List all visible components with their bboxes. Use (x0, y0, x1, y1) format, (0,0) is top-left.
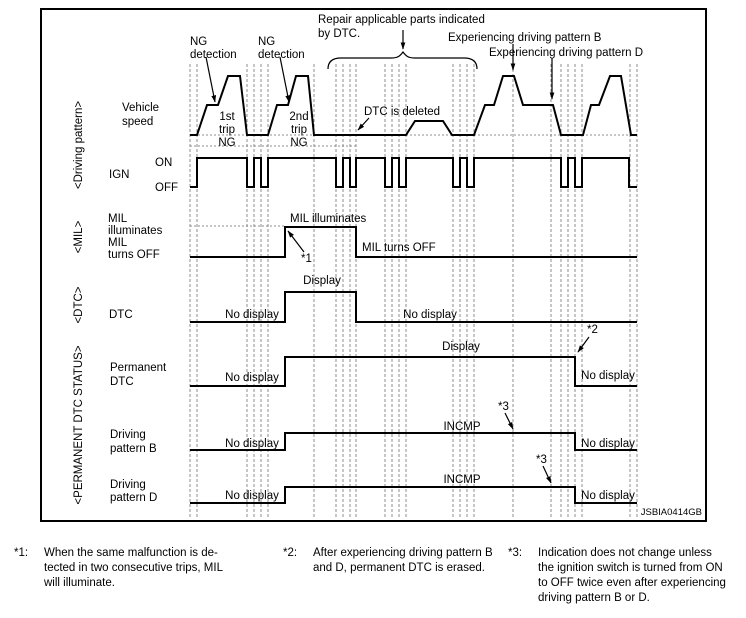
svg-text:Driving: Driving (110, 429, 146, 441)
footnote-1: *1: When the same malfunction is de- tec… (14, 546, 264, 591)
dtc-display-label: Display (303, 275, 341, 287)
pattern-b-nodisplay-right-label: No display (581, 438, 635, 450)
footnote-1-marker: *1: (14, 547, 29, 559)
svg-text:speed: speed (122, 116, 153, 128)
ign-on-label: ON (155, 157, 172, 169)
svg-text:Vehicle: Vehicle (122, 102, 159, 114)
svg-text:NG: NG (290, 137, 307, 149)
svg-text:2nd: 2nd (289, 111, 308, 123)
footnote-2-marker: *2: (283, 547, 298, 559)
svg-text:detection: detection (190, 49, 237, 61)
event-gridlines (189, 64, 638, 517)
group-driving-pattern-label: <Driving pattern> (73, 101, 85, 189)
mil-turns-off-annotation: MIL turns OFF (362, 242, 436, 254)
svg-text:trip: trip (291, 124, 307, 136)
trip2-caption: 2nd trip NG (289, 111, 308, 149)
ref2-arrow (577, 336, 590, 353)
trip1-caption: 1st trip NG (218, 111, 235, 149)
permanent-dtc-trace (190, 356, 637, 387)
footnote-3-line: driving pattern B or D. (538, 592, 650, 604)
svg-text:MIL: MIL (108, 237, 128, 249)
vehicle-speed-trace (190, 75, 637, 136)
pattern-d-nodisplay-right-label: No display (581, 490, 635, 502)
svg-text:by DTC.: by DTC. (318, 28, 360, 40)
experiencing-b-label: Experiencing driving pattern B (448, 32, 602, 44)
mil-illuminates-annotation: MIL illuminates (290, 213, 367, 225)
footnote-2: *2: After experiencing driving pattern B… (283, 546, 498, 576)
svg-text:illuminates: illuminates (108, 225, 163, 237)
svg-text:pattern D: pattern D (110, 492, 157, 504)
pattern-d-trace (190, 486, 637, 504)
footnote-3-line: to OFF twice even after experiencing (538, 577, 726, 589)
svg-text:detection: detection (258, 49, 305, 61)
svg-text:MIL: MIL (108, 213, 128, 225)
dtc-nodisplay-left-label: No display (225, 309, 279, 321)
footnote-1-line: When the same malfunction is de- (44, 547, 218, 559)
ng2-arrow (279, 56, 291, 103)
ref1-marker: *1 (301, 253, 312, 265)
mil-row-label: MIL illuminates MIL turns OFF (108, 213, 163, 261)
footnote-3-marker: *3: (508, 547, 523, 559)
ign-off-label: OFF (155, 182, 178, 194)
dtc-trace (190, 291, 637, 323)
ref3-b-marker: *3 (498, 401, 509, 413)
group-permanent-dtc-status-label: <PERMANENT DTC STATUS> (73, 345, 85, 504)
perm-nodisplay-right-label: No display (581, 370, 635, 382)
footnote-2-line: After experiencing driving pattern B (313, 547, 493, 559)
svg-text:NG: NG (258, 36, 275, 48)
svg-text:pattern B: pattern B (110, 443, 157, 455)
perm-nodisplay-left-label: No display (225, 372, 279, 384)
svg-text:trip: trip (219, 124, 235, 136)
svg-text:1st: 1st (219, 111, 235, 123)
dtc-row-label: DTC (109, 309, 133, 321)
svg-text:Driving: Driving (110, 479, 146, 491)
ref3-d-arrow (542, 465, 552, 484)
group-mil-label: <MIL> (73, 220, 85, 253)
ref3-d-marker: *3 (536, 454, 547, 466)
pattern-b-row-label: Driving pattern B (110, 429, 157, 455)
pattern-b-nodisplay-left-label: No display (225, 438, 279, 450)
vehicle-speed-label: Vehicle speed (122, 102, 159, 128)
footnote-1-line: tected in two consecutive trips, MIL (44, 562, 223, 574)
svg-text:turns OFF: turns OFF (108, 249, 160, 261)
figure-code-watermark: JSBIA0414GB (641, 507, 702, 518)
ref2-marker: *2 (587, 324, 598, 336)
ign-label: IGN (109, 169, 129, 181)
dtc-deleted-arrow (357, 117, 370, 131)
mil-trace (190, 226, 637, 258)
dtc-deleted-label: DTC is deleted (364, 106, 440, 118)
footnote-3-line: the ignition switch is turned from ON (538, 562, 723, 574)
footnote-2-line: and D, permanent DTC is erased. (313, 562, 485, 574)
figure-border (40, 8, 707, 522)
perm-display-label: Display (442, 341, 480, 353)
ng-detection-1-label: NG detection (190, 36, 237, 61)
footnote-1-line: will illuminate. (44, 577, 115, 589)
ref3-b-arrow (504, 412, 514, 430)
pattern-b-trace (190, 432, 637, 451)
repair-parts-label: Repair applicable parts indicated by DTC… (318, 14, 485, 40)
experiencing-d-label: Experiencing driving pattern D (489, 47, 643, 59)
repair-range-brace (327, 51, 478, 70)
pattern-d-nodisplay-left-label: No display (225, 490, 279, 502)
footnote-3-line: Indication does not change unless (538, 547, 712, 559)
group-dtc-label: <DTC> (73, 286, 85, 323)
svg-text:NG: NG (218, 137, 235, 149)
ign-trace (190, 157, 637, 188)
footnote-3: *3: Indication does not change unless th… (508, 546, 738, 606)
svg-text:NG: NG (190, 36, 207, 48)
svg-text:Permanent: Permanent (110, 362, 167, 374)
permanent-dtc-row-label: Permanent DTC (110, 362, 167, 388)
pattern-d-incmp-label: INCMP (443, 474, 480, 486)
pattern-b-incmp-label: INCMP (443, 421, 480, 433)
svg-text:DTC: DTC (110, 376, 134, 388)
svg-text:Repair applicable parts indica: Repair applicable parts indicated (318, 14, 485, 26)
ng-detection-2-label: NG detection (258, 36, 305, 61)
dtc-nodisplay-right-label: No display (403, 309, 457, 321)
ref1-arrow (287, 230, 305, 253)
pattern-d-row-label: Driving pattern D (110, 479, 157, 504)
ng1-arrow (205, 56, 217, 103)
